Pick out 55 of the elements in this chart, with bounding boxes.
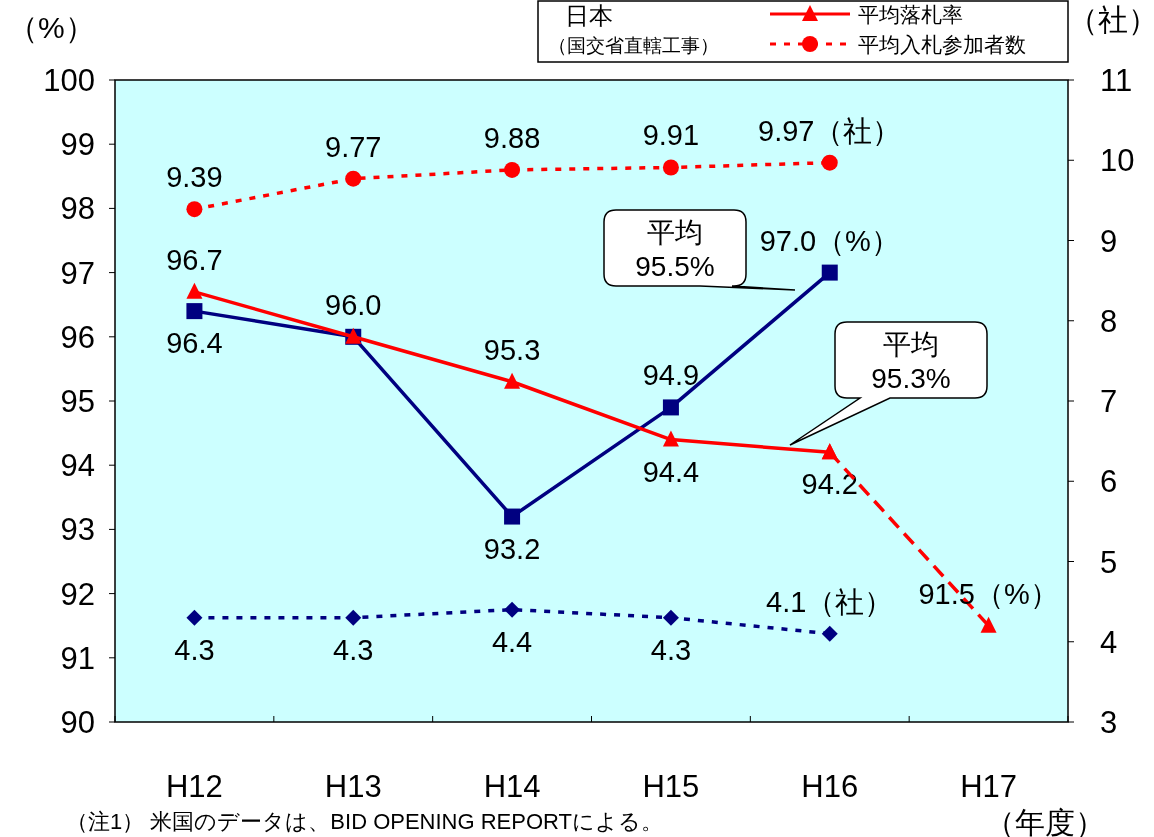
data-label: 96.4 <box>166 327 223 360</box>
data-label: 9.91 <box>642 119 700 152</box>
annotation: 平均 95.3% <box>871 329 951 394</box>
data-label: 9.88 <box>483 121 541 154</box>
data-label: 9.39 <box>166 161 223 194</box>
y-tick-label: 97 <box>60 255 95 291</box>
y2-tick-label: 10 <box>1100 143 1135 179</box>
data-label: 95.3 <box>483 333 541 366</box>
x-tick-label: H15 <box>642 769 700 804</box>
data-label: 4.1（社） <box>766 585 894 618</box>
y-axis-title: （%） <box>8 11 95 44</box>
data-label: 4.3 <box>174 633 215 666</box>
x-tick-label: H16 <box>801 769 859 804</box>
y2-tick-label: 7 <box>1100 384 1118 419</box>
data-label: 9.77 <box>325 130 382 163</box>
x-tick-label: H17 <box>960 769 1018 804</box>
data-label: 4.4 <box>491 625 533 658</box>
y-tick-label: 93 <box>60 512 95 548</box>
x-tick-label: H12 <box>165 769 223 804</box>
data-label: 4.3 <box>650 633 692 666</box>
y2-tick-label: 3 <box>1100 705 1118 740</box>
data-label: 97.0（%） <box>759 224 900 257</box>
data-label: 94.2 <box>801 468 858 501</box>
data-label: 91.5（%） <box>918 577 1059 610</box>
legend-label: 平均入札参加者数 <box>858 33 1026 56</box>
y2-tick-label: 5 <box>1100 544 1118 580</box>
y-tick-label: 99 <box>60 127 95 163</box>
y-tick-label: 94 <box>60 448 95 484</box>
text: （注1） 米国のデータは、BID OPENING REPORTによる。 <box>66 809 663 834</box>
y-tick-label: 95 <box>60 384 95 419</box>
x-tick-label: H14 <box>483 769 541 804</box>
text: （国交省直轄工事） <box>548 35 719 56</box>
y2-tick-label: 11 <box>1100 63 1133 98</box>
y-tick-label: 98 <box>60 191 95 227</box>
data-label: 9.97（社） <box>758 114 902 147</box>
data-label: 94.9 <box>642 359 700 392</box>
x-tick-label: H13 <box>324 769 382 804</box>
legend-label: 平均落札率 <box>858 3 963 26</box>
y-tick-label: 96 <box>60 319 95 355</box>
y2-tick-label: 8 <box>1100 303 1118 339</box>
data-label: 96.0 <box>325 288 382 321</box>
y-tick-label: 91 <box>60 640 95 676</box>
y-tick-label: 90 <box>60 705 95 740</box>
y2-tick-label: 6 <box>1100 464 1118 500</box>
data-label: 93.2 <box>483 532 541 565</box>
y-tick-label: 92 <box>60 576 95 612</box>
y2-tick-label: 9 <box>1100 223 1118 259</box>
data-label: 4.3 <box>333 633 374 666</box>
annotation: 平均 95.5% <box>635 217 715 282</box>
y2-axis-title: （社） <box>1068 3 1154 36</box>
y2-tick-label: 4 <box>1100 624 1118 660</box>
legend-title: 日本 <box>565 2 613 29</box>
data-label: 96.7 <box>166 243 223 276</box>
data-label: 94.4 <box>642 455 700 488</box>
y-tick-label: 100 <box>43 63 95 98</box>
